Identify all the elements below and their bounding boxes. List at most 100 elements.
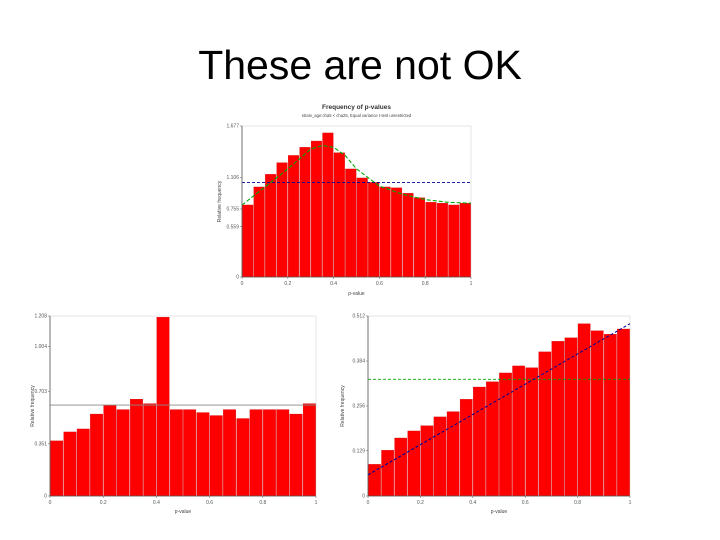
histogram-bar: [276, 162, 288, 278]
y-axis-label: Relative frequency: [30, 385, 36, 427]
histogram-bar: [381, 450, 394, 497]
histogram-bar: [288, 155, 299, 278]
x-tick-label: 0.8: [422, 281, 429, 287]
histogram-bar: [420, 425, 434, 497]
y-tick-label: 0.755: [226, 207, 239, 213]
y-tick-label: 0: [44, 494, 47, 500]
x-tick-label: 0.6: [522, 500, 529, 506]
x-tick-label: 0.4: [469, 500, 476, 506]
plot-frame: [49, 315, 317, 497]
histogram-bar: [402, 193, 414, 278]
histogram-bar: [90, 413, 103, 497]
histogram-bar: [356, 177, 368, 278]
chart-title: Frequency of p-values: [322, 104, 391, 111]
histogram-bar: [322, 132, 334, 278]
histogram-bar: [289, 413, 303, 497]
x-axis-label: p-value: [491, 509, 508, 515]
y-axis-label: Relative frequency: [340, 385, 346, 427]
histogram-bar: [368, 182, 380, 278]
histogram-bar: [538, 351, 552, 497]
x-tick-label: 0: [49, 500, 52, 506]
x-tick-label: 0.4: [153, 500, 160, 506]
histogram-bar: [564, 337, 578, 497]
histogram-bar: [299, 147, 311, 278]
y-tick-label: 0.351: [34, 441, 47, 447]
histogram-bar: [525, 367, 539, 497]
chart-subtitle: strain_age:cha5 < cha25, Equal variance …: [302, 113, 412, 118]
trend-line: [367, 323, 631, 476]
histogram-bar: [486, 381, 499, 497]
x-tick-label: 0.6: [376, 281, 383, 287]
chart-svg: Frequency of p-values strain_age:cha5 < c…: [217, 104, 473, 297]
histogram-bar: [253, 186, 265, 278]
histogram-bar: [242, 204, 254, 278]
x-axis-label: p-value: [175, 509, 192, 515]
x-tick-label: 0: [241, 281, 244, 287]
histogram-bar: [310, 140, 322, 278]
y-tick-label: 0.129: [352, 448, 365, 454]
histogram-bar: [345, 168, 357, 278]
x-tick-label: 1: [470, 281, 473, 287]
top-histogram-chart: Frequency of p-values strain_age:cha5 < c…: [215, 100, 477, 298]
x-tick-label: 0.8: [574, 500, 581, 506]
y-tick-label: 0: [236, 275, 239, 281]
histogram-bar: [459, 399, 473, 497]
histogram-bar: [196, 412, 210, 497]
y-tick-label: 0.559: [226, 224, 239, 230]
histogram-bar: [183, 409, 197, 497]
right-histogram-chart: 0 0.129 0.256 0.384 0.512 0 0.2 0.4 0.6 0.8 1 p-val…: [338, 304, 636, 516]
histogram-bar: [143, 403, 157, 497]
histogram-bar: [407, 430, 421, 497]
histogram-bar: [448, 204, 460, 278]
chart-svg: 0 0.351 0.703 1.004 1.208 0 0.2 0.4 0.6 0.8 1 p-val…: [30, 314, 318, 515]
histogram-bar: [446, 411, 460, 497]
x-tick-label: 0.2: [417, 500, 424, 506]
histogram-bar: [249, 409, 263, 497]
histogram-bar: [169, 409, 183, 497]
histogram-bar: [209, 415, 223, 497]
histogram-bar: [50, 440, 64, 497]
y-tick-label: 1.106: [226, 175, 239, 181]
x-tick-label: 0.4: [330, 281, 337, 287]
plot-frame: [367, 315, 631, 497]
histogram-bar: [265, 174, 277, 278]
x-axis-label: p-value: [348, 291, 365, 297]
histogram-bar: [156, 317, 170, 497]
histogram-bar: [263, 409, 276, 497]
histogram-bar: [512, 365, 525, 497]
histogram-bar: [604, 334, 617, 497]
histogram-bar: [436, 203, 448, 278]
y-axis-label: Relative frequency: [217, 180, 223, 222]
histogram-bar: [302, 403, 316, 497]
histogram-bar: [433, 416, 447, 497]
x-tick-label: 1: [315, 500, 318, 506]
y-tick-label: 0.703: [34, 389, 47, 395]
x-tick-label: 1: [629, 500, 632, 506]
histogram-bar: [577, 323, 591, 497]
left-histogram-chart: 0 0.351 0.703 1.004 1.208 0 0.2 0.4 0.6 0.8 1 p-val…: [28, 304, 328, 516]
histogram-bar: [379, 186, 391, 278]
y-tick-label: 1.004: [34, 344, 47, 350]
x-tick-label: 0.2: [284, 281, 291, 287]
y-tick-label: 1.208: [34, 314, 47, 320]
histogram-bar: [473, 386, 486, 497]
histogram-bar: [116, 409, 130, 497]
histogram-bar: [130, 398, 143, 497]
histogram-bar: [236, 418, 250, 497]
y-tick-label: 0.384: [352, 359, 365, 365]
histogram-bar: [551, 341, 565, 497]
slide-title: These are not OK: [198, 42, 522, 88]
y-tick-label: 0.512: [352, 314, 365, 320]
histogram-bar: [391, 187, 403, 278]
chart-svg: 0 0.129 0.256 0.384 0.512 0 0.2 0.4 0.6 0.8 1 p-val…: [340, 314, 632, 515]
x-tick-label: 0: [367, 500, 370, 506]
histogram-bar: [617, 328, 630, 497]
histogram-bar: [223, 409, 236, 497]
histogram-bar: [590, 330, 604, 497]
x-tick-label: 0.8: [259, 500, 266, 506]
histogram-bar: [333, 152, 345, 278]
histogram-bar: [425, 202, 437, 278]
y-tick-label: 0: [362, 494, 365, 500]
x-tick-label: 0.2: [100, 500, 107, 506]
x-tick-label: 0.6: [206, 500, 213, 506]
